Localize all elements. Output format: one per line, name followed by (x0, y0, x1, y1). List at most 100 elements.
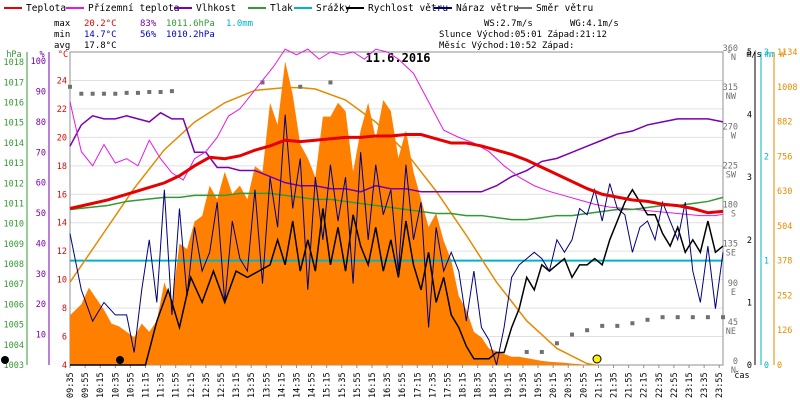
x-tick-label: 22:15 (640, 372, 650, 398)
x-tick-label: 15:15 (323, 372, 333, 398)
wind-direction-point (705, 315, 710, 320)
pressure-tick-label: 1013 (4, 159, 24, 169)
solar-tick-label: 882 (777, 118, 792, 128)
x-tick-label: 21:35 (610, 372, 620, 398)
legend-label: Směr větru (536, 3, 593, 14)
legend-label: Rychlost větru (368, 3, 448, 14)
direction-tick-value: 360 (723, 44, 738, 54)
wind-direction-point (570, 332, 575, 337)
temperature-tick-label: 22 (57, 105, 67, 115)
temperature-tick-label: 6 (62, 333, 67, 343)
stats-max-rain: 1.0mm (226, 19, 253, 29)
x-tick-label: 14:15 (277, 372, 287, 398)
humidity-tick-label: 40 (36, 239, 46, 249)
moonrise-marker (116, 356, 124, 364)
x-tick-label: 15:55 (353, 372, 363, 398)
temperature-tick-label: 18 (57, 162, 67, 172)
x-tick-label: 20:35 (564, 372, 574, 398)
wind-direction-point (630, 321, 635, 326)
x-tick-label: 17:35 (428, 372, 438, 398)
x-tick-label: 23:35 (700, 372, 710, 398)
temperature-tick-label: 24 (57, 76, 67, 86)
wind-direction-point (158, 89, 163, 94)
direction-tick-value: 0 (733, 357, 738, 367)
temperature-tick-label: 12 (57, 247, 67, 257)
wind-tick-label: 3 (747, 173, 752, 183)
pressure-tick-label: 1004 (4, 341, 24, 351)
x-tick-label: 19:55 (534, 372, 544, 398)
pressure-tick-label: 1010 (4, 220, 24, 230)
wind-direction-point (79, 91, 84, 96)
x-tick-label: 20:15 (549, 372, 559, 398)
direction-tick-value: 90 (728, 279, 738, 289)
rain-axis-unit: mm (765, 50, 775, 60)
sunset-marker (592, 354, 602, 364)
rain-tick-label: 3 (764, 48, 769, 58)
pressure-tick-label: 1005 (4, 321, 24, 331)
x-tick-label: 14:35 (292, 372, 302, 398)
x-tick-label: 13:35 (247, 372, 257, 398)
pressure-tick-label: 1007 (4, 280, 24, 290)
x-tick-label: 20:55 (579, 372, 589, 398)
pressure-tick-label: 1017 (4, 78, 24, 88)
x-tick-label: 21:15 (594, 372, 604, 398)
solar-tick-label: 630 (777, 187, 792, 197)
stats-moon: Měsíc Východ:10:52 Západ: (439, 41, 574, 51)
pressure-line (69, 192, 724, 221)
wind-direction-point (675, 315, 680, 320)
hpa-axis-unit: hPa (6, 50, 21, 60)
wind-direction-point (645, 317, 650, 322)
legend-label: Vlhkost (196, 3, 236, 14)
wind-tick-label: 4 (747, 111, 752, 121)
x-tick-label: 18:15 (459, 372, 469, 398)
solar-radiation-area (70, 61, 723, 365)
direction-tick-value: 270 (723, 122, 738, 132)
wind-speed-line (70, 188, 724, 366)
temperature-tick-label: 10 (57, 276, 67, 286)
wind-direction-point (585, 328, 590, 333)
legend-label: Tlak (270, 3, 293, 14)
humidity-tick-label: 70 (36, 148, 46, 158)
x-tick-label: 16:55 (398, 372, 408, 398)
x-tick-label: 14:55 (308, 372, 318, 398)
wind-direction-point (124, 90, 129, 95)
pressure-tick-label: 1018 (4, 58, 24, 68)
pressure-tick-label: 1012 (4, 179, 24, 189)
wind-direction-point (298, 84, 303, 89)
stats-avg-temp: 17.8°C (84, 41, 117, 51)
temperature-tick-label: 8 (62, 304, 67, 314)
legend: Teplota Přízemní teplota Vlhkost Tlak Srážky… (4, 3, 593, 14)
x-tick-label: 13:55 (262, 372, 272, 398)
solar-tick-label: 252 (777, 291, 792, 301)
direction-tick-label: NE (726, 327, 736, 337)
stats-min-hum: 56% (140, 30, 157, 40)
stats-max-temp: 20.2°C (84, 19, 117, 29)
stats-min-label: min (54, 30, 70, 40)
pressure-tick-label: 1009 (4, 240, 24, 250)
solar-tick-label: 504 (777, 222, 792, 232)
x-tick-label: 12:35 (202, 372, 212, 398)
humidity-axis-unit: % (39, 50, 44, 60)
x-tick-label: 10:55 (126, 372, 136, 398)
temperature-tick-label: 16 (57, 190, 67, 200)
pressure-tick-label: 1014 (4, 139, 24, 149)
x-tick-label: 19:15 (504, 372, 514, 398)
humidity-tick-label: 100 (31, 57, 46, 67)
direction-tick-value: 180 (723, 201, 738, 211)
wind-direction-point (539, 349, 544, 354)
x-tick-label: 10:15 (96, 372, 106, 398)
legend-label: Srážky (316, 3, 351, 14)
solar-tick-label: 0 (777, 361, 782, 371)
x-tick-label: 12:55 (217, 372, 227, 398)
x-tick-label: 13:15 (232, 372, 242, 398)
temperature-axis-unit: °C (58, 50, 68, 60)
axes: hPa% °C ° m/s mm Wčas100310041005100610071008… (4, 44, 798, 398)
stats-block: max 20.2°C 83% 1011.6hPa 1.0mm min 14.7°… (54, 19, 619, 51)
x-tick-label: 12:15 (187, 372, 197, 398)
time-axis-unit: čas (734, 370, 749, 381)
humidity-tick-label: 20 (36, 300, 46, 310)
pressure-tick-label: 1006 (4, 300, 24, 310)
direction-tick-value: 45 (728, 318, 738, 328)
humidity-tick-label: 90 (36, 88, 46, 98)
